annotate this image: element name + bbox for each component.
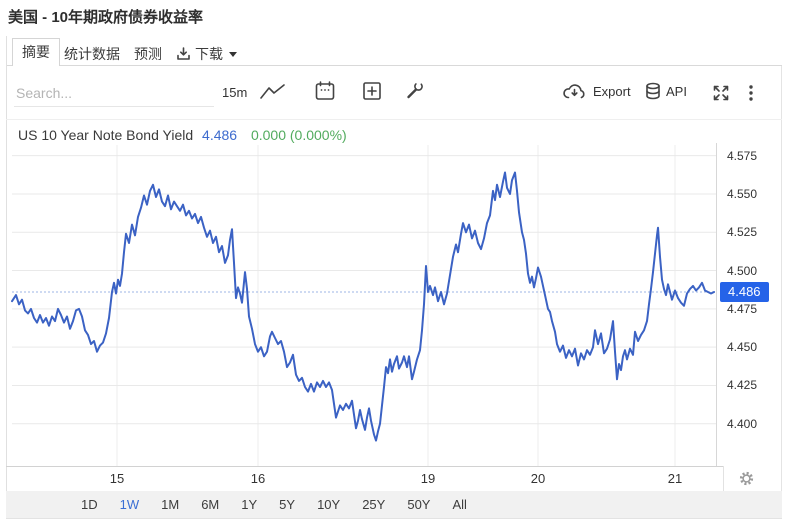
kebab-menu-icon[interactable]	[748, 83, 754, 103]
api-button[interactable]: API	[645, 82, 687, 101]
tabbar-divider	[6, 65, 782, 66]
series-name: US 10 Year Note Bond Yield	[18, 127, 194, 143]
range-1m[interactable]: 1M	[161, 497, 180, 512]
y-tick-label: 4.450	[727, 340, 758, 355]
card-right-border	[781, 66, 782, 519]
add-compare-icon[interactable]	[361, 80, 383, 102]
y-tick-label: 4.550	[727, 186, 758, 201]
chart-type-icon[interactable]	[260, 84, 286, 100]
x-tick-label: 15	[109, 471, 125, 486]
calendar-icon[interactable]	[314, 80, 336, 102]
x-tick-label: 16	[250, 471, 266, 486]
x-tick-label: 21	[667, 471, 683, 486]
tab-statistics[interactable]: 统计数据	[64, 46, 120, 62]
chart-legend: US 10 Year Note Bond Yield 4.486 0.000 (…	[18, 127, 347, 143]
range-1y[interactable]: 1Y	[241, 497, 258, 512]
tools-icon[interactable]	[404, 80, 426, 102]
range-all[interactable]: All	[452, 497, 467, 512]
y-tick-label: 4.475	[727, 301, 758, 316]
export-label: Export	[593, 84, 631, 99]
range-6m[interactable]: 6M	[201, 497, 220, 512]
tab-summary[interactable]: 摘要	[12, 38, 60, 66]
range-25y[interactable]: 25Y	[362, 497, 386, 512]
tab-download[interactable]: 下载	[176, 44, 237, 64]
y-tick-label: 4.500	[727, 263, 758, 278]
y-axis-line	[716, 143, 717, 466]
tab-forecast[interactable]: 预测	[134, 46, 162, 62]
y-tick-label: 4.400	[727, 416, 758, 431]
range-10y[interactable]: 10Y	[317, 497, 341, 512]
fullscreen-icon[interactable]	[711, 83, 731, 103]
y-tick-label: 4.575	[727, 148, 758, 163]
tab-download-label: 下载	[195, 46, 223, 62]
axis-gear-separator	[723, 466, 724, 491]
api-label: API	[666, 84, 687, 99]
api-database-icon	[646, 82, 660, 100]
export-cloud-icon	[563, 84, 585, 99]
range-1d[interactable]: 1D	[81, 497, 98, 512]
toolbar-divider	[6, 119, 782, 120]
x-tick-label: 20	[530, 471, 546, 486]
x-tick-label: 19	[420, 471, 436, 486]
card-left-border	[6, 36, 7, 519]
download-icon	[177, 47, 190, 60]
search-input[interactable]	[14, 80, 214, 107]
range-selector-bar: 1D 1W 1M 6M 1Y 5Y 10Y 25Y 50Y All	[6, 491, 782, 519]
caret-down-icon	[229, 51, 237, 57]
settings-gear-icon[interactable]	[738, 470, 755, 487]
interval-button[interactable]: 15m	[222, 85, 248, 100]
range-5y[interactable]: 5Y	[279, 497, 296, 512]
x-axis-line	[6, 466, 723, 467]
series-change: 0.000 (0.000%)	[250, 127, 347, 143]
series-value: 4.486	[202, 127, 238, 143]
range-50y[interactable]: 50Y	[407, 497, 431, 512]
page-title: 美国 - 10年期政府债券收益率	[8, 9, 204, 26]
export-button[interactable]: Export	[562, 82, 631, 101]
current-value-badge: 4.486	[720, 282, 769, 302]
y-tick-label: 4.525	[727, 225, 758, 240]
y-tick-label: 4.425	[727, 378, 758, 393]
range-1w[interactable]: 1W	[119, 497, 140, 512]
